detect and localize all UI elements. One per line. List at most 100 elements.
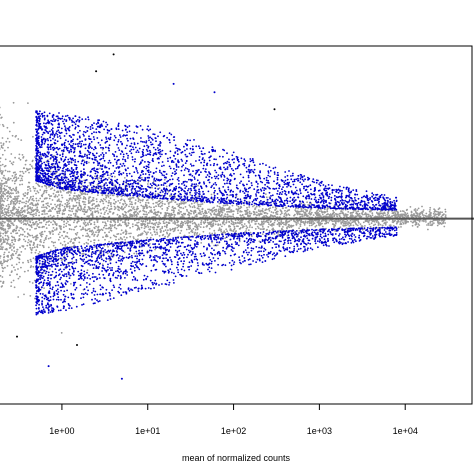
gray-point — [191, 220, 194, 223]
gray-point — [310, 208, 312, 211]
gray-point — [40, 221, 43, 224]
blue-point — [361, 196, 363, 199]
gray-point — [275, 213, 278, 215]
blue-point — [70, 161, 73, 164]
blue-point — [184, 167, 187, 170]
gray-point — [26, 244, 29, 247]
gray-point — [23, 293, 25, 296]
gray-point — [187, 219, 190, 222]
gray-point — [292, 224, 295, 227]
outlier-point — [120, 377, 123, 380]
gray-point — [287, 220, 290, 223]
blue-point — [147, 129, 150, 132]
gray-point — [42, 203, 45, 206]
gray-point — [299, 215, 302, 218]
gray-point — [36, 210, 38, 213]
gray-point — [216, 205, 219, 207]
gray-point — [186, 208, 188, 211]
gray-point — [264, 209, 267, 212]
blue-point — [183, 184, 186, 187]
gray-point — [370, 222, 373, 225]
gray-point — [117, 224, 119, 227]
gray-point — [357, 210, 359, 213]
gray-point — [7, 146, 9, 149]
gray-point — [5, 140, 8, 143]
gray-point — [296, 210, 298, 213]
gray-point — [9, 195, 11, 198]
gray-point — [110, 205, 113, 208]
gray-point — [37, 191, 40, 194]
gray-point — [2, 241, 5, 244]
gray-point — [7, 203, 10, 206]
gray-point — [12, 161, 15, 164]
gray-point — [16, 256, 19, 259]
gray-point — [134, 238, 137, 241]
gray-point — [180, 222, 183, 225]
gray-point — [142, 209, 145, 212]
gray-point — [299, 225, 302, 228]
gray-point — [248, 212, 251, 215]
gray-point — [90, 240, 92, 243]
gray-point — [321, 211, 324, 213]
gray-point — [264, 193, 267, 196]
blue-point — [58, 161, 61, 164]
gray-point — [161, 208, 164, 210]
gray-point — [328, 220, 331, 222]
gray-point — [56, 204, 59, 207]
blue-point — [293, 180, 296, 183]
gray-point — [347, 211, 350, 213]
gray-point — [274, 215, 277, 218]
gray-point — [162, 230, 165, 233]
gray-point — [28, 171, 30, 174]
gray-point — [109, 236, 112, 239]
gray-point — [7, 190, 10, 193]
gray-point — [52, 233, 54, 236]
gray-point — [80, 229, 82, 231]
gray-point — [88, 221, 91, 224]
blue-point — [96, 160, 99, 163]
gray-point — [279, 221, 281, 224]
gray-point — [0, 224, 3, 227]
blue-point — [188, 169, 190, 171]
gray-point — [122, 208, 124, 211]
gray-point — [151, 198, 154, 201]
gray-point — [196, 225, 198, 228]
gray-point — [114, 207, 117, 209]
gray-point — [348, 221, 350, 224]
blue-point — [134, 187, 137, 190]
gray-point — [265, 219, 268, 222]
gray-point — [14, 156, 16, 159]
gray-point — [102, 200, 104, 203]
blue-point — [136, 182, 139, 185]
gray-point — [207, 211, 210, 213]
gray-point — [66, 205, 68, 208]
gray-point — [304, 214, 306, 216]
gray-point — [4, 260, 7, 263]
gray-point — [6, 137, 9, 140]
gray-point — [209, 212, 212, 215]
gray-point — [164, 235, 167, 238]
gray-point — [1, 206, 4, 209]
gray-point — [20, 227, 23, 229]
gray-point — [159, 228, 162, 231]
gray-point — [8, 251, 10, 254]
gray-point — [402, 213, 404, 216]
gray-point — [14, 269, 16, 271]
gray-point — [1, 163, 4, 166]
gray-point — [281, 212, 283, 215]
gray-point — [17, 277, 20, 280]
gray-point — [300, 207, 303, 210]
gray-point — [220, 228, 223, 231]
gray-point — [91, 229, 94, 232]
gray-point — [40, 231, 43, 234]
gray-point — [139, 201, 142, 204]
gray-point — [32, 215, 35, 218]
gray-point — [146, 236, 149, 239]
gray-point — [0, 255, 2, 257]
gray-point — [400, 226, 402, 228]
gray-point — [15, 186, 18, 189]
gray-point — [156, 225, 159, 228]
gray-point — [149, 219, 151, 222]
gray-point — [207, 208, 209, 211]
gray-point — [325, 222, 328, 225]
